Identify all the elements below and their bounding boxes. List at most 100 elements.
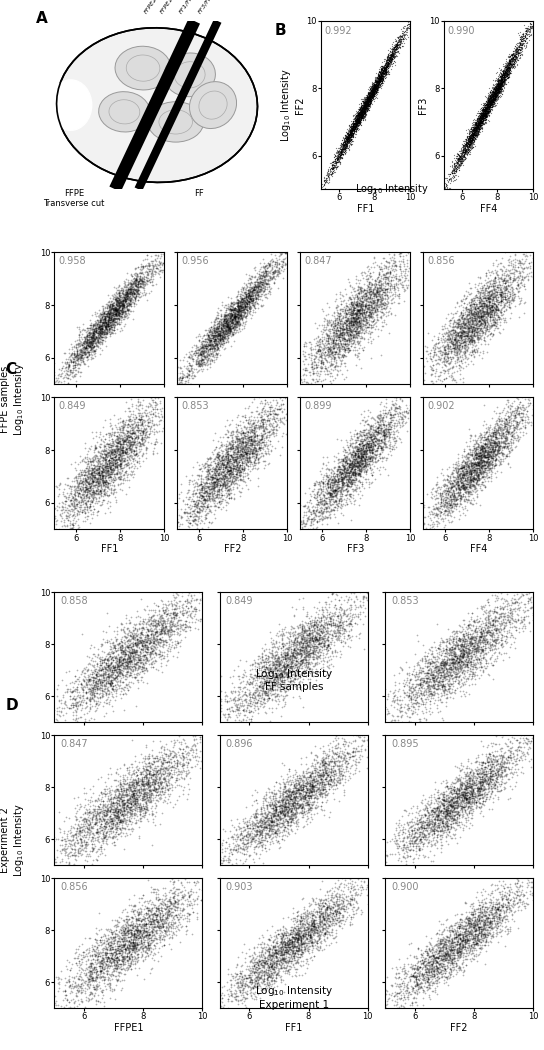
Point (452, 475, 460, 491)
Point (364, 94, 373, 111)
Point (396, 27, 405, 44)
Point (423, 674, 432, 691)
Point (358, 103, 367, 120)
Point (485, 96, 493, 112)
Point (495, 80, 504, 97)
Point (112, 293, 120, 310)
Point (333, 607, 342, 624)
Point (346, 128, 355, 145)
Point (379, 300, 388, 317)
Point (245, 448, 254, 465)
Point (202, 469, 211, 486)
Point (214, 327, 222, 343)
Point (262, 961, 271, 978)
Point (355, 455, 363, 471)
Point (203, 330, 212, 346)
Point (241, 425, 250, 442)
Point (107, 817, 115, 834)
Point (228, 986, 237, 1003)
Point (226, 300, 234, 317)
Point (245, 267, 254, 284)
Point (502, 295, 510, 312)
Point (121, 471, 129, 488)
Point (481, 106, 490, 123)
Point (453, 480, 462, 497)
Point (68, 691, 77, 708)
Point (121, 805, 129, 822)
Point (92, 321, 101, 338)
Point (502, 281, 511, 298)
Point (364, 476, 373, 492)
Point (207, 478, 215, 495)
Point (260, 953, 269, 970)
Point (367, 87, 376, 104)
Point (460, 142, 469, 159)
Point (470, 130, 479, 147)
Point (468, 122, 477, 139)
Point (464, 459, 473, 476)
Point (431, 774, 440, 791)
Point (352, 118, 361, 134)
Point (278, 818, 287, 835)
Point (374, 292, 383, 309)
Point (290, 947, 299, 964)
Point (472, 123, 480, 140)
Point (461, 143, 469, 160)
Point (126, 800, 134, 817)
Point (117, 951, 126, 968)
Point (374, 274, 383, 291)
Point (465, 789, 474, 805)
Point (333, 329, 342, 345)
Point (445, 483, 454, 500)
Point (88, 971, 97, 988)
Point (126, 810, 135, 826)
Point (376, 66, 385, 83)
Point (286, 624, 295, 640)
Point (504, 276, 512, 293)
Point (516, 734, 524, 751)
Point (498, 63, 507, 80)
Point (434, 658, 442, 675)
Point (449, 471, 458, 488)
Point (463, 487, 472, 504)
Point (496, 605, 505, 622)
Point (432, 477, 441, 493)
Point (236, 470, 245, 487)
Point (353, 307, 361, 323)
Point (264, 815, 273, 832)
Point (282, 782, 290, 799)
Point (71, 979, 80, 995)
Point (310, 351, 319, 368)
Point (222, 296, 231, 313)
Point (67, 478, 76, 495)
Point (400, 970, 409, 987)
Point (114, 802, 122, 819)
Point (87, 329, 96, 345)
Point (468, 482, 477, 499)
Point (475, 324, 484, 341)
Point (348, 447, 357, 464)
Point (114, 435, 123, 452)
Point (361, 456, 370, 472)
Point (320, 496, 329, 512)
Point (140, 768, 149, 784)
Point (331, 892, 340, 909)
Point (496, 81, 504, 98)
Point (446, 180, 454, 196)
Point (97, 933, 106, 950)
Point (444, 976, 453, 993)
Point (113, 316, 122, 333)
Point (300, 643, 309, 659)
Point (329, 485, 338, 502)
Point (188, 512, 196, 529)
Point (325, 771, 334, 788)
Point (475, 919, 484, 936)
Point (478, 440, 487, 457)
Point (325, 657, 333, 674)
Point (484, 104, 493, 121)
Point (290, 936, 299, 952)
Point (198, 338, 207, 355)
Point (487, 90, 496, 107)
Point (238, 467, 247, 484)
Point (465, 123, 474, 140)
